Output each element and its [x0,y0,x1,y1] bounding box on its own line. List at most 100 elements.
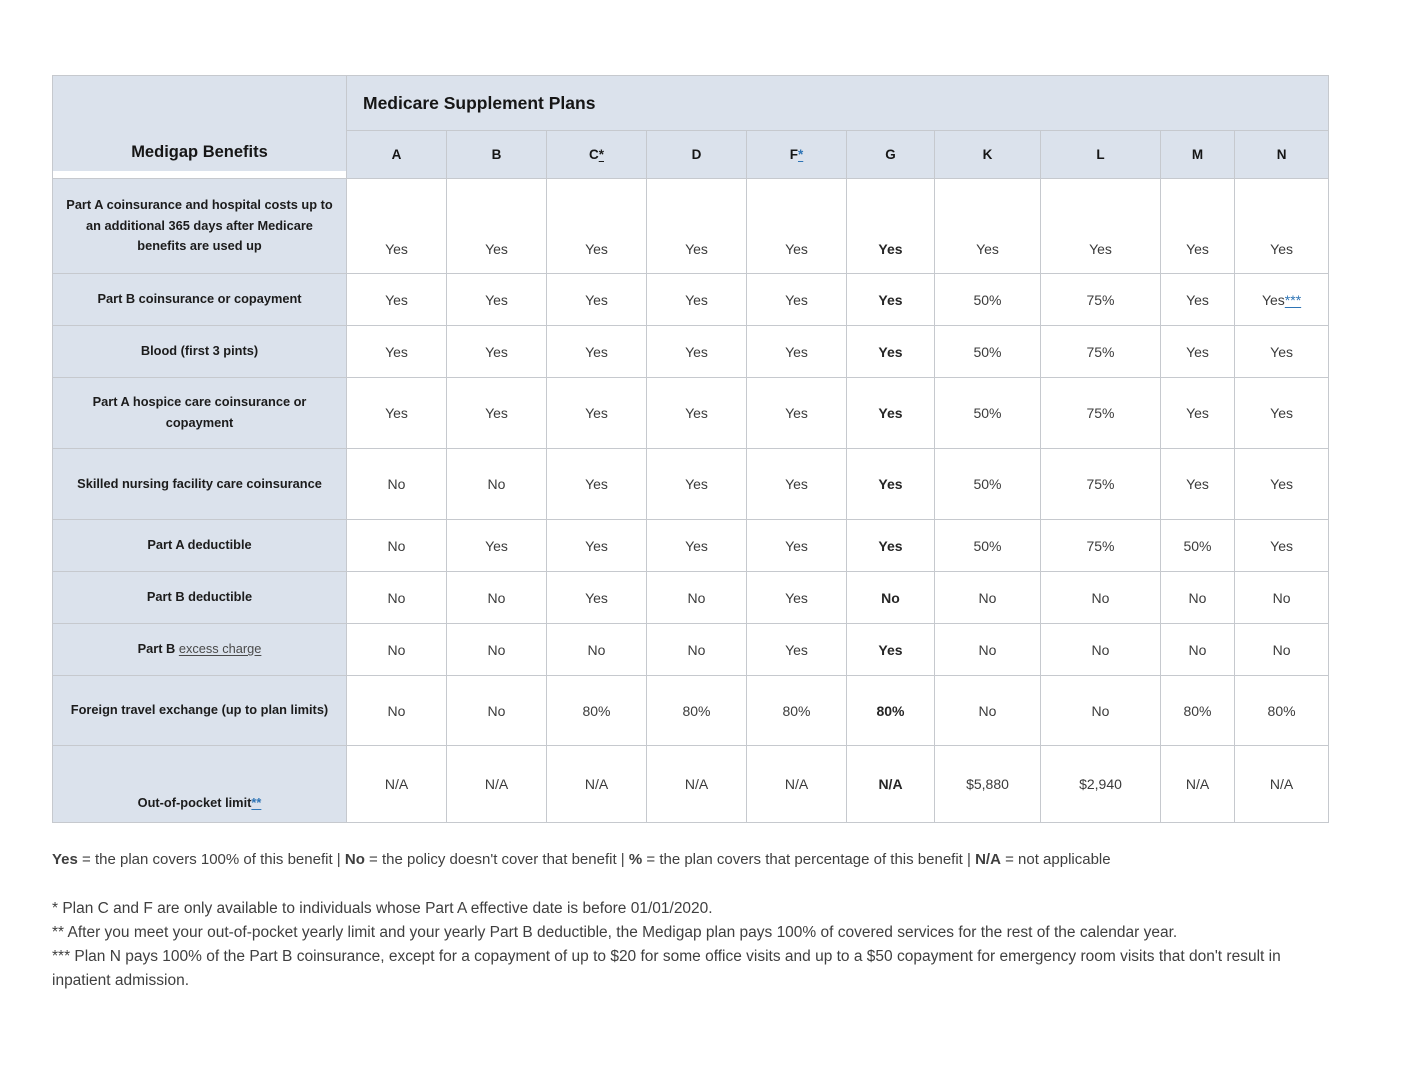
row-label: Part B [137,641,179,657]
legend-desc: = the plan covers that percentage of thi… [642,851,963,868]
cell-plan-l: 75% [1040,377,1161,449]
row-label: Part A hospice care coinsurance or copay… [92,394,307,430]
cell-plan-c: Yes [546,448,647,520]
cell-plan-f: Yes [746,178,847,274]
cell-plan-k: No [934,571,1041,624]
table-title: Medicare Supplement Plans [363,92,596,113]
cell-plan-d: Yes [646,273,747,326]
column-header-plan-m: M [1160,130,1235,179]
column-header-plan-l: L [1040,130,1161,179]
cell-plan-b: Yes [446,325,547,378]
cell-plan-f: Yes [746,519,847,572]
legend-term: No [344,851,365,868]
cell-plan-k: No [934,623,1041,676]
cell-plan-c: 80% [546,675,647,746]
table-row: Foreign travel exchange (up to plan limi… [52,675,1330,746]
cell-plan-k: Yes [934,178,1041,274]
column-header-plan-c: C* [546,130,647,179]
cell-plan-d: Yes [646,519,747,572]
cell-plan-d: Yes [646,325,747,378]
cell-plan-f: Yes [746,377,847,449]
legend-separator: | [616,851,629,868]
cell-plan-k: 50% [934,325,1041,378]
cell-plan-g: 80% [846,675,935,746]
row-label-cell: Part A deductible [52,519,347,572]
cell-plan-l: $2,940 [1040,745,1161,823]
cell-plan-l: Yes [1040,178,1161,274]
medigap-benefits-header-cell: Medigap Benefits [52,75,347,179]
cell-plan-c: Yes [546,273,647,326]
table-row: Part A hospice care coinsurance or copay… [52,377,1330,449]
column-header-plan-a: A [346,130,447,179]
cell-plan-a: Yes [346,178,447,274]
cell-plan-k: $5,880 [934,745,1041,823]
table-row: Part A coinsurance and hospital costs up… [52,178,1330,274]
cell-plan-n: Yes*** [1233,273,1330,326]
cell-plan-b: Yes [446,519,547,572]
column-header-plan-n: N [1233,130,1330,179]
cell-plan-b: No [446,571,547,624]
cell-plan-m: 50% [1160,519,1235,572]
corner-fill: Medigap Benefits [53,76,346,171]
out-of-pocket-footnote-link[interactable]: ** [251,795,262,811]
plan-letter: B [491,147,502,162]
cell-plan-c: N/A [546,745,647,823]
footnotes: * Plan C and F are only available to ind… [52,897,1334,993]
cell-plan-n: No [1233,571,1330,624]
cell-plan-m: Yes [1160,377,1235,449]
column-header-plan-b: B [446,130,547,179]
plan-letter: M [1191,147,1204,162]
cell-plan-l: 75% [1040,273,1161,326]
cell-plan-f: Yes [746,623,847,676]
cell-plan-c: Yes [546,377,647,449]
row-label: Skilled nursing facility care coinsuranc… [77,475,322,491]
plan-f-footnote-link[interactable]: * [797,147,804,162]
cell-plan-b: No [446,448,547,520]
plan-c-footnote-link[interactable]: * [598,147,604,162]
cell-plan-k: 50% [934,519,1041,572]
cell-plan-c: No [546,623,647,676]
column-header-plan-k: K [934,130,1041,179]
cell-plan-m: Yes [1160,448,1235,520]
cell-plan-l: 75% [1040,448,1161,520]
cell-plan-b: N/A [446,745,547,823]
cell-plan-m: No [1160,623,1235,676]
cell-plan-d: 80% [646,675,747,746]
cell-plan-m: No [1160,571,1235,624]
cell-plan-n: Yes [1233,448,1330,520]
cell-plan-g: Yes [846,273,935,326]
cell-plan-n: Yes [1233,178,1330,274]
row-label-cell: Part B deductible [52,571,347,624]
plan-letter: C [588,147,599,162]
table-row: Part B coinsurance or copayment Yes Yes Yes… [52,273,1330,326]
cell-plan-f: Yes [746,325,847,378]
legend-separator: | [962,851,976,868]
cell-plan-g: N/A [846,745,935,823]
cell-plan-c: Yes [546,178,647,274]
cell-plan-m: Yes [1160,178,1235,274]
column-header-plan-g: G [846,130,935,179]
row-header-title: Medigap Benefits [131,143,268,161]
cell-plan-k: No [934,675,1041,746]
legend: Yes = the plan covers 100% of this benef… [52,849,1328,871]
cell-plan-d: No [646,623,747,676]
cell-plan-d: Yes [646,377,747,449]
row-label-cell: Out-of-pocket limit** [52,745,347,823]
legend-desc: = not applicable [1000,851,1111,868]
plan-letter: K [982,147,993,162]
excess-charge-link[interactable]: excess charge [178,641,262,657]
table-title-cell: Medicare Supplement Plans [345,75,1330,131]
cell-plan-b: No [446,675,547,746]
cell-plan-d: Yes [646,178,747,274]
cell-plan-f: N/A [746,745,847,823]
legend-term: % [628,851,643,868]
plan-n-footnote-link[interactable]: *** [1284,291,1302,308]
cell-plan-a: Yes [346,377,447,449]
row-label-cell: Part A coinsurance and hospital costs up… [52,178,347,274]
cell-plan-l: No [1040,623,1161,676]
legend-term: Yes [52,851,78,868]
legend-term: N/A [975,851,1001,868]
row-label-cell: Part B coinsurance or copayment [52,273,347,326]
plan-letter: A [391,147,402,162]
table-row: Blood (first 3 pints) Yes Yes Yes Yes Yes Yes 5… [52,325,1330,378]
